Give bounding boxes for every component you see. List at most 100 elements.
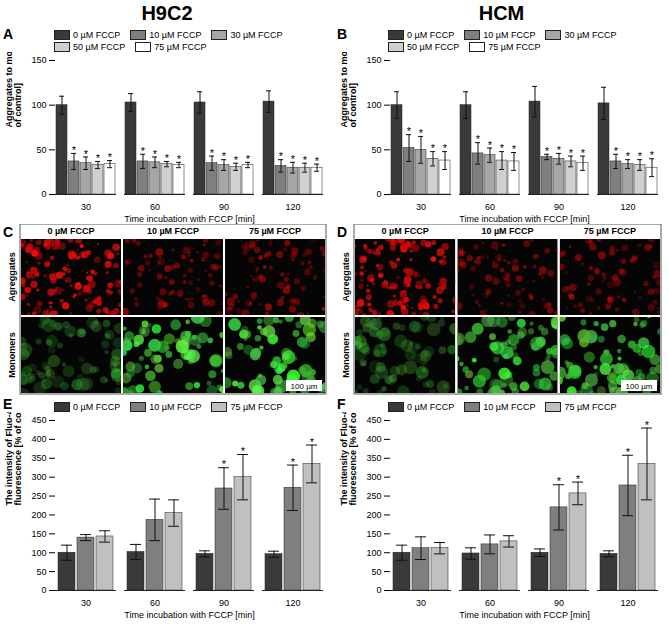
svg-text:150: 150 bbox=[366, 529, 381, 539]
svg-text:*: * bbox=[291, 456, 296, 468]
svg-text:Time incubation with FCCP [min: Time incubation with FCCP [min] bbox=[459, 610, 590, 620]
svg-text:The intensity of Fluo-4fluores: The intensity of Fluo-4fluorescence [% o… bbox=[339, 412, 358, 506]
svg-text:75 µM FCCP: 75 µM FCCP bbox=[584, 226, 636, 236]
svg-text:50: 50 bbox=[371, 566, 381, 576]
svg-text:90: 90 bbox=[219, 202, 229, 212]
svg-text:*: * bbox=[84, 148, 89, 160]
svg-text:Aggregates to monomers ratio [: Aggregates to monomers ratio [%of contro… bbox=[4, 52, 23, 128]
svg-text:*: * bbox=[431, 142, 436, 154]
svg-text:350: 350 bbox=[366, 453, 381, 463]
svg-text:*: * bbox=[569, 147, 574, 159]
svg-text:Agreggates: Agreggates bbox=[341, 252, 351, 302]
svg-text:*: * bbox=[581, 147, 586, 159]
svg-text:*: * bbox=[407, 125, 412, 137]
svg-text:Aggregates to monomers ratio [: Aggregates to monomers ratio [%of contro… bbox=[339, 52, 358, 128]
svg-text:Time incubation with FCCP [min: Time incubation with FCCP [min] bbox=[124, 214, 255, 224]
svg-text:400: 400 bbox=[366, 434, 381, 444]
svg-text:50: 50 bbox=[36, 566, 46, 576]
svg-text:The intensity of Fluo-4fluores: The intensity of Fluo-4fluorescence [% o… bbox=[4, 412, 23, 506]
svg-text:400: 400 bbox=[31, 434, 46, 444]
svg-text:250: 250 bbox=[31, 491, 46, 501]
svg-text:*: * bbox=[310, 436, 315, 448]
svg-text:30: 30 bbox=[81, 598, 91, 608]
svg-text:10 µM FCCP: 10 µM FCCP bbox=[481, 226, 533, 236]
svg-text:*: * bbox=[500, 142, 505, 154]
svg-text:100: 100 bbox=[366, 100, 381, 110]
svg-text:*: * bbox=[645, 419, 650, 431]
svg-text:*: * bbox=[108, 151, 113, 163]
svg-text:120: 120 bbox=[285, 202, 300, 212]
svg-text:*: * bbox=[234, 154, 239, 166]
svg-text:90: 90 bbox=[554, 598, 564, 608]
svg-text:60: 60 bbox=[485, 598, 495, 608]
svg-text:90: 90 bbox=[219, 598, 229, 608]
svg-text:60: 60 bbox=[485, 202, 495, 212]
svg-text:0: 0 bbox=[376, 585, 381, 595]
svg-text:300: 300 bbox=[366, 472, 381, 482]
svg-text:350: 350 bbox=[31, 453, 46, 463]
svg-text:*: * bbox=[638, 150, 643, 162]
svg-text:90: 90 bbox=[554, 202, 564, 212]
svg-text:200: 200 bbox=[366, 510, 381, 520]
svg-text:*: * bbox=[246, 153, 251, 165]
svg-text:150: 150 bbox=[366, 55, 381, 65]
svg-text:*: * bbox=[153, 148, 158, 160]
svg-text:100 µm: 100 µm bbox=[626, 382, 653, 391]
svg-text:*: * bbox=[315, 155, 320, 167]
svg-text:50: 50 bbox=[36, 145, 46, 155]
svg-text:100: 100 bbox=[366, 548, 381, 558]
svg-text:120: 120 bbox=[285, 598, 300, 608]
svg-text:60: 60 bbox=[150, 598, 160, 608]
svg-text:*: * bbox=[419, 127, 424, 139]
svg-text:60: 60 bbox=[150, 202, 160, 212]
svg-text:300: 300 bbox=[31, 472, 46, 482]
svg-text:*: * bbox=[576, 473, 581, 485]
svg-text:*: * bbox=[650, 149, 655, 161]
svg-text:120: 120 bbox=[620, 202, 635, 212]
svg-text:100: 100 bbox=[31, 100, 46, 110]
svg-text:*: * bbox=[72, 144, 77, 156]
svg-text:*: * bbox=[96, 152, 101, 164]
svg-text:30: 30 bbox=[416, 202, 426, 212]
svg-text:*: * bbox=[141, 145, 146, 157]
svg-text:150: 150 bbox=[31, 55, 46, 65]
svg-text:Agreggates: Agreggates bbox=[7, 252, 17, 302]
svg-text:450: 450 bbox=[366, 415, 381, 425]
svg-text:0: 0 bbox=[41, 585, 46, 595]
svg-text:100 µm: 100 µm bbox=[291, 382, 318, 391]
svg-text:*: * bbox=[210, 147, 215, 159]
svg-text:*: * bbox=[476, 133, 481, 145]
svg-text:Monomers: Monomers bbox=[7, 332, 17, 378]
svg-text:*: * bbox=[557, 475, 562, 487]
svg-text:*: * bbox=[488, 139, 493, 151]
svg-text:Time incubation with FCCP [min: Time incubation with FCCP [min] bbox=[124, 610, 255, 620]
svg-text:*: * bbox=[177, 153, 182, 165]
svg-text:*: * bbox=[512, 143, 517, 155]
svg-text:0 µM FCCP: 0 µM FCCP bbox=[47, 226, 94, 236]
svg-text:0: 0 bbox=[376, 189, 381, 199]
svg-text:*: * bbox=[222, 458, 227, 470]
svg-text:30: 30 bbox=[416, 598, 426, 608]
svg-text:Monomers: Monomers bbox=[341, 332, 351, 378]
svg-text:10 µM FCCP: 10 µM FCCP bbox=[147, 226, 199, 236]
svg-text:*: * bbox=[626, 446, 631, 458]
svg-text:200: 200 bbox=[31, 510, 46, 520]
svg-text:250: 250 bbox=[366, 491, 381, 501]
svg-text:75 µM FCCP: 75 µM FCCP bbox=[249, 226, 301, 236]
svg-text:*: * bbox=[443, 142, 448, 154]
svg-text:0: 0 bbox=[41, 189, 46, 199]
svg-text:30: 30 bbox=[81, 202, 91, 212]
svg-text:*: * bbox=[303, 154, 308, 166]
svg-text:*: * bbox=[291, 153, 296, 165]
svg-text:*: * bbox=[279, 150, 284, 162]
svg-text:150: 150 bbox=[31, 529, 46, 539]
svg-text:0 µM FCCP: 0 µM FCCP bbox=[382, 226, 429, 236]
svg-text:100: 100 bbox=[31, 548, 46, 558]
svg-text:*: * bbox=[557, 144, 562, 156]
svg-text:*: * bbox=[222, 150, 227, 162]
svg-text:*: * bbox=[241, 445, 246, 457]
svg-text:*: * bbox=[545, 145, 550, 157]
svg-text:450: 450 bbox=[31, 415, 46, 425]
svg-text:*: * bbox=[626, 150, 631, 162]
svg-text:50: 50 bbox=[371, 145, 381, 155]
